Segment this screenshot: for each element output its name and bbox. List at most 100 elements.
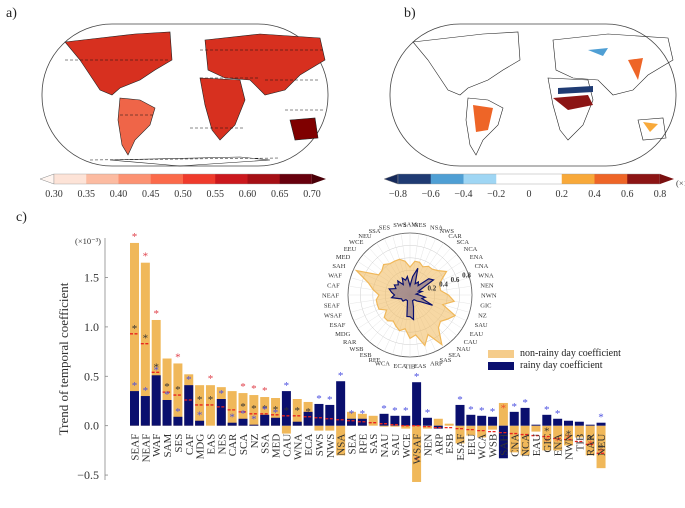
radar-axis-label: ESAF bbox=[330, 322, 346, 329]
x-tick-label: SAM bbox=[162, 433, 174, 457]
x-tick-label: SAU bbox=[390, 434, 402, 456]
bar-non-rainy bbox=[531, 425, 541, 432]
significance-star-black: * bbox=[143, 333, 149, 345]
bar-non-rainy bbox=[477, 425, 487, 438]
radar-axis-label: MED bbox=[336, 254, 351, 261]
bar-rainy bbox=[260, 414, 270, 426]
bar-non-rainy bbox=[564, 425, 573, 446]
bar-rainy bbox=[422, 417, 432, 426]
colorbar-tick-label: 0.55 bbox=[207, 189, 225, 200]
bar-non-rainy bbox=[520, 425, 530, 456]
colorbar-segment bbox=[215, 174, 248, 184]
bar-rainy bbox=[271, 417, 281, 426]
bar-rainy bbox=[466, 414, 476, 426]
bar-rainy bbox=[553, 418, 563, 426]
colorbar-tick-label: 0 bbox=[527, 189, 532, 200]
radar-axis-label: NCA bbox=[464, 246, 478, 253]
x-tick-label: NAU bbox=[379, 434, 391, 458]
colorbar-over-arrow bbox=[312, 174, 326, 184]
x-tick-label: SAS bbox=[368, 434, 380, 454]
colorbar-tick-label: 0.4 bbox=[588, 189, 601, 200]
radar-axis-label: SAU bbox=[475, 322, 488, 329]
colorbar-tick-label: −0.2 bbox=[487, 189, 505, 200]
bar-non-rainy bbox=[238, 393, 248, 426]
panel-label-c: c) bbox=[16, 210, 27, 225]
significance-star-red: * bbox=[555, 435, 561, 447]
x-tick-label: TIB bbox=[574, 434, 586, 452]
bar-rainy bbox=[531, 424, 541, 426]
x-tick-label: SEAF bbox=[130, 434, 142, 461]
significance-star-black: * bbox=[132, 323, 138, 335]
significance-star-black: * bbox=[273, 404, 279, 416]
significance-star-black: * bbox=[566, 429, 572, 441]
significance-star-blue: * bbox=[555, 408, 561, 420]
x-tick-label: ENA bbox=[553, 434, 565, 457]
bar-rainy bbox=[564, 420, 573, 426]
colorbar-tick-label: −0.8 bbox=[389, 189, 407, 200]
radar-axis-label: WCE bbox=[349, 239, 363, 246]
significance-star-blue: * bbox=[262, 404, 268, 416]
radar-axis-label: NSA bbox=[430, 224, 443, 231]
radar-axis-label: EAU bbox=[470, 331, 484, 338]
significance-star-black: * bbox=[295, 405, 301, 417]
panel-label-a: a) bbox=[6, 6, 17, 21]
significance-star-red: * bbox=[208, 373, 214, 385]
y-tick-label: 1.0 bbox=[84, 320, 99, 334]
bar-rainy bbox=[509, 411, 519, 426]
bar-rainy bbox=[130, 391, 139, 426]
bar-rainy bbox=[498, 425, 508, 459]
significance-star-blue: * bbox=[327, 394, 333, 406]
radar-axis-label: NEN bbox=[480, 282, 494, 289]
radar-axis-label: WCA bbox=[375, 361, 390, 368]
significance-star-blue: * bbox=[175, 406, 181, 418]
bar-non-rainy bbox=[455, 425, 465, 444]
significance-star-black: * bbox=[175, 384, 181, 396]
significance-star-blue: * bbox=[392, 405, 398, 417]
x-tick-label: SCA bbox=[238, 434, 250, 455]
x-tick-label: GIC bbox=[542, 434, 554, 453]
y-tick-label: 0.0 bbox=[84, 419, 99, 433]
significance-star-black: * bbox=[164, 381, 170, 393]
colorbar-tick-label: 0.50 bbox=[174, 189, 192, 200]
bar-non-rainy bbox=[444, 423, 454, 426]
x-tick-label: WSAF bbox=[412, 434, 424, 465]
africa bbox=[199, 77, 246, 141]
bar-rainy bbox=[596, 422, 606, 426]
x-tick-label: NWS bbox=[325, 434, 337, 458]
bar-rainy bbox=[184, 385, 194, 426]
colorbar-segment bbox=[398, 174, 432, 184]
bar-rainy bbox=[292, 421, 302, 426]
bar-rainy bbox=[542, 414, 552, 426]
colorbar-a: 0.30 0.35 0.40 0.45 0.50 0.55 0.60 0.65 0.70 bbox=[40, 173, 326, 200]
x-tick-label: NEAF bbox=[140, 434, 152, 463]
significance-star-blue: * bbox=[338, 370, 344, 382]
significance-star-red: * bbox=[251, 383, 257, 395]
bar-non-rainy bbox=[433, 418, 443, 426]
x-tick-label: WAF bbox=[151, 434, 163, 457]
x-tick-label: CAF bbox=[184, 434, 196, 455]
colorbar-segment bbox=[594, 174, 628, 184]
x-tick-label: WNA bbox=[292, 434, 304, 460]
y-tick-label: 1.5 bbox=[84, 271, 99, 285]
bar-rainy bbox=[477, 415, 487, 426]
x-tick-label: CNA bbox=[509, 434, 521, 457]
bar-non-rainy bbox=[336, 425, 346, 456]
bar-non-rainy bbox=[401, 425, 411, 429]
radar-ring-label: 0.4 bbox=[439, 280, 448, 288]
colorbar-segment bbox=[54, 174, 87, 184]
bar-rainy bbox=[173, 416, 183, 426]
legend-label-rainy: rainy day coefficient bbox=[520, 360, 603, 371]
colorbar-tick-label: 0.8 bbox=[654, 189, 667, 200]
colorbar-segment bbox=[86, 174, 119, 184]
x-tick-label: WCE bbox=[401, 433, 413, 458]
radar-axis-label: CAU bbox=[464, 339, 478, 346]
x-tick-label: NES bbox=[216, 434, 228, 455]
radar-axis-label: RAR bbox=[343, 339, 357, 346]
radar-axis-label: MDG bbox=[335, 331, 350, 338]
bar-rainy bbox=[336, 381, 346, 426]
x-tick-label: ARP bbox=[433, 434, 445, 455]
x-tick-label: MDG bbox=[195, 434, 207, 460]
bar-rainy bbox=[227, 422, 237, 426]
y-tick-label: −0.5 bbox=[77, 468, 99, 482]
bar-non-rainy bbox=[249, 395, 259, 426]
